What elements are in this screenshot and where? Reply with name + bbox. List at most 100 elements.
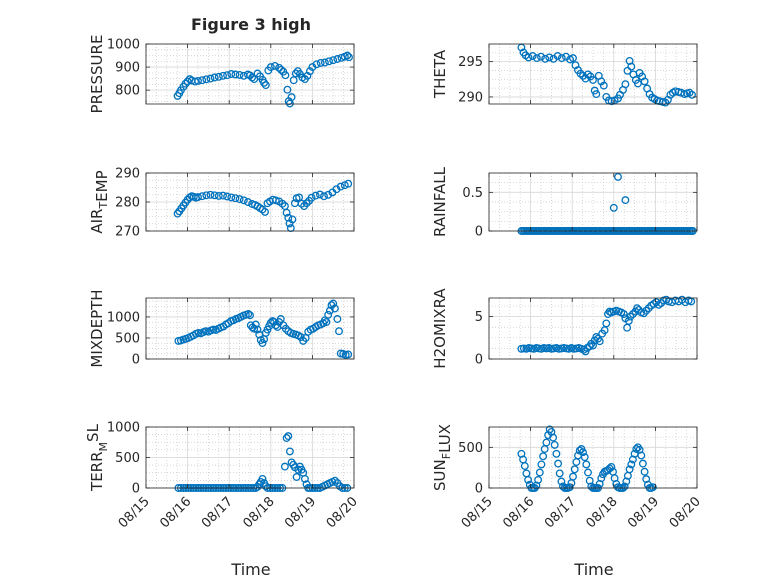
data-point [253, 325, 262, 334]
data-point [300, 474, 309, 483]
data-point [336, 182, 345, 191]
data-point [202, 191, 211, 200]
data-point [277, 65, 286, 74]
y-tick-label: 280 [115, 196, 140, 211]
data-point [235, 195, 244, 204]
data-point [333, 55, 342, 63]
data-point [572, 458, 581, 466]
x-axis-label-left: Time [230, 560, 270, 579]
data-point [261, 81, 270, 90]
data-point [607, 462, 616, 471]
y-tick-label: 0 [475, 482, 483, 497]
y-tick-label: 500 [458, 441, 483, 456]
axes-box [488, 43, 698, 105]
data-point [532, 54, 541, 63]
y-axis-label: MIXDEPTH [88, 289, 106, 367]
data-point [524, 53, 533, 62]
data-point [592, 90, 601, 99]
y-tick-label: 5 [475, 310, 483, 325]
y-axis-label-part: SUN [431, 459, 449, 491]
data-point [597, 474, 606, 483]
data-point [567, 479, 576, 488]
data-point [325, 57, 333, 66]
x-tick-label: 08/15 [459, 494, 496, 531]
data-point [637, 451, 646, 460]
axes-box [488, 172, 698, 232]
data-point [198, 192, 207, 201]
data-point [599, 81, 608, 90]
data-point [555, 469, 564, 478]
data-point [542, 438, 551, 447]
data-point [244, 310, 253, 318]
data-point [214, 72, 223, 81]
data-point [219, 191, 227, 200]
data-point [632, 445, 641, 453]
y-tick-label: 270 [115, 225, 140, 240]
x-tick-label: 08/18 [584, 494, 621, 531]
data-point [624, 316, 633, 325]
data-point [627, 62, 636, 71]
axes-box [488, 297, 698, 360]
x-tick-label: 08/17 [542, 494, 579, 531]
data-point [330, 304, 339, 313]
data-point [524, 475, 533, 484]
data-point [537, 460, 546, 469]
data-point [620, 482, 629, 491]
y-tick-label: 290 [458, 90, 483, 105]
y-axis-label: AIRTEMP [88, 170, 111, 233]
y-tick-label: 0 [132, 482, 140, 497]
data-point [565, 483, 574, 492]
data-point [541, 54, 550, 63]
data-point [291, 69, 300, 78]
data-point [528, 52, 537, 60]
data-point [621, 80, 630, 89]
data-point [231, 194, 240, 203]
data-point [231, 70, 240, 79]
data-point [589, 76, 597, 84]
data-point [206, 190, 215, 199]
data-point [640, 467, 649, 476]
data-point [194, 193, 202, 202]
data-point [648, 483, 657, 492]
data-point [258, 339, 267, 347]
data-point [576, 69, 585, 78]
data-point [219, 71, 227, 80]
y-axis-label: RAINFALL [431, 166, 449, 237]
data-point [275, 63, 284, 72]
data-point [261, 207, 269, 216]
y-tick-label: 1000 [107, 310, 140, 325]
data-point [246, 311, 254, 320]
y-axis-label-part: EMP [93, 170, 111, 201]
data-point [597, 77, 606, 86]
data-point [584, 468, 592, 477]
data-point [281, 324, 290, 333]
data-point [227, 193, 236, 202]
data-point [223, 71, 232, 80]
data-point [626, 312, 635, 321]
data-point [614, 172, 622, 181]
data-point [305, 67, 314, 76]
data-point [258, 205, 267, 214]
subplot-h2omixra: 0 5 H2OMIXRA [431, 288, 698, 369]
data-point [235, 70, 244, 79]
axes-box [145, 43, 355, 105]
axes-box [488, 426, 698, 489]
data-point [288, 215, 297, 224]
data-point [320, 58, 329, 67]
data-point [534, 475, 543, 484]
y-axis-label-part: F [440, 453, 453, 459]
y-tick-label: 800 [115, 84, 140, 99]
y-tick-label: 0 [475, 225, 483, 240]
data-point [214, 191, 223, 200]
data-point [535, 468, 544, 477]
y-axis-label-part: H2OMIXRA [431, 288, 449, 369]
y-axis-label-part: TERR [88, 451, 106, 492]
data-point [285, 447, 294, 456]
y-axis-label-part: SL [84, 423, 102, 442]
data-point [569, 54, 577, 63]
y-tick-label: 1000 [107, 38, 140, 53]
y-axis-label-part: PRESSURE [88, 35, 106, 114]
data-point [638, 459, 647, 468]
